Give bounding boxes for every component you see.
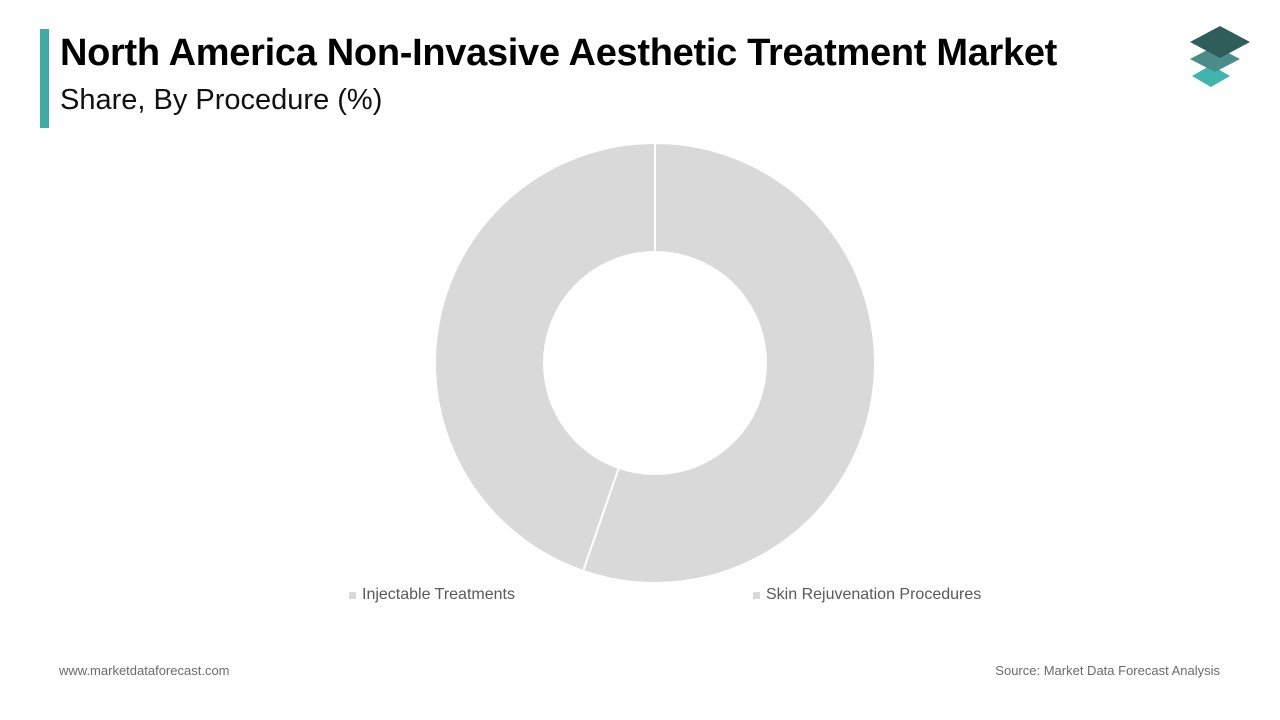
legend-label-skin-rejuvenation-procedures: Skin Rejuvenation Procedures: [766, 586, 982, 603]
donut-slice-skin-rejuvenation-procedures: [434, 141, 656, 573]
page-title: North America Non-Invasive Aesthetic Tre…: [60, 32, 1058, 74]
logo-layer-top: [1190, 26, 1250, 58]
footer-source: Source: Market Data Forecast Analysis: [995, 663, 1220, 678]
legend-item-injectable-treatments: Injectable Treatments: [349, 586, 515, 604]
logo-layer-bottom: [1192, 65, 1230, 87]
page-subtitle: Share, By Procedure (%): [60, 84, 383, 116]
donut-slice-injectable-treatments: [581, 141, 876, 584]
legend-item-skin-rejuvenation-procedures: Skin Rejuvenation Procedures: [753, 586, 981, 604]
title-accent-bar: [40, 29, 49, 128]
legend-swatch-injectable-treatments: [349, 591, 356, 599]
footer-website[interactable]: www.marketdataforecast.com: [59, 663, 230, 678]
donut-chart: [434, 141, 876, 584]
legend-swatch-skin-rejuvenation-procedures: [753, 591, 760, 599]
legend-label-injectable-treatments: Injectable Treatments: [362, 586, 515, 603]
stacked-layers-icon: [1190, 26, 1250, 87]
